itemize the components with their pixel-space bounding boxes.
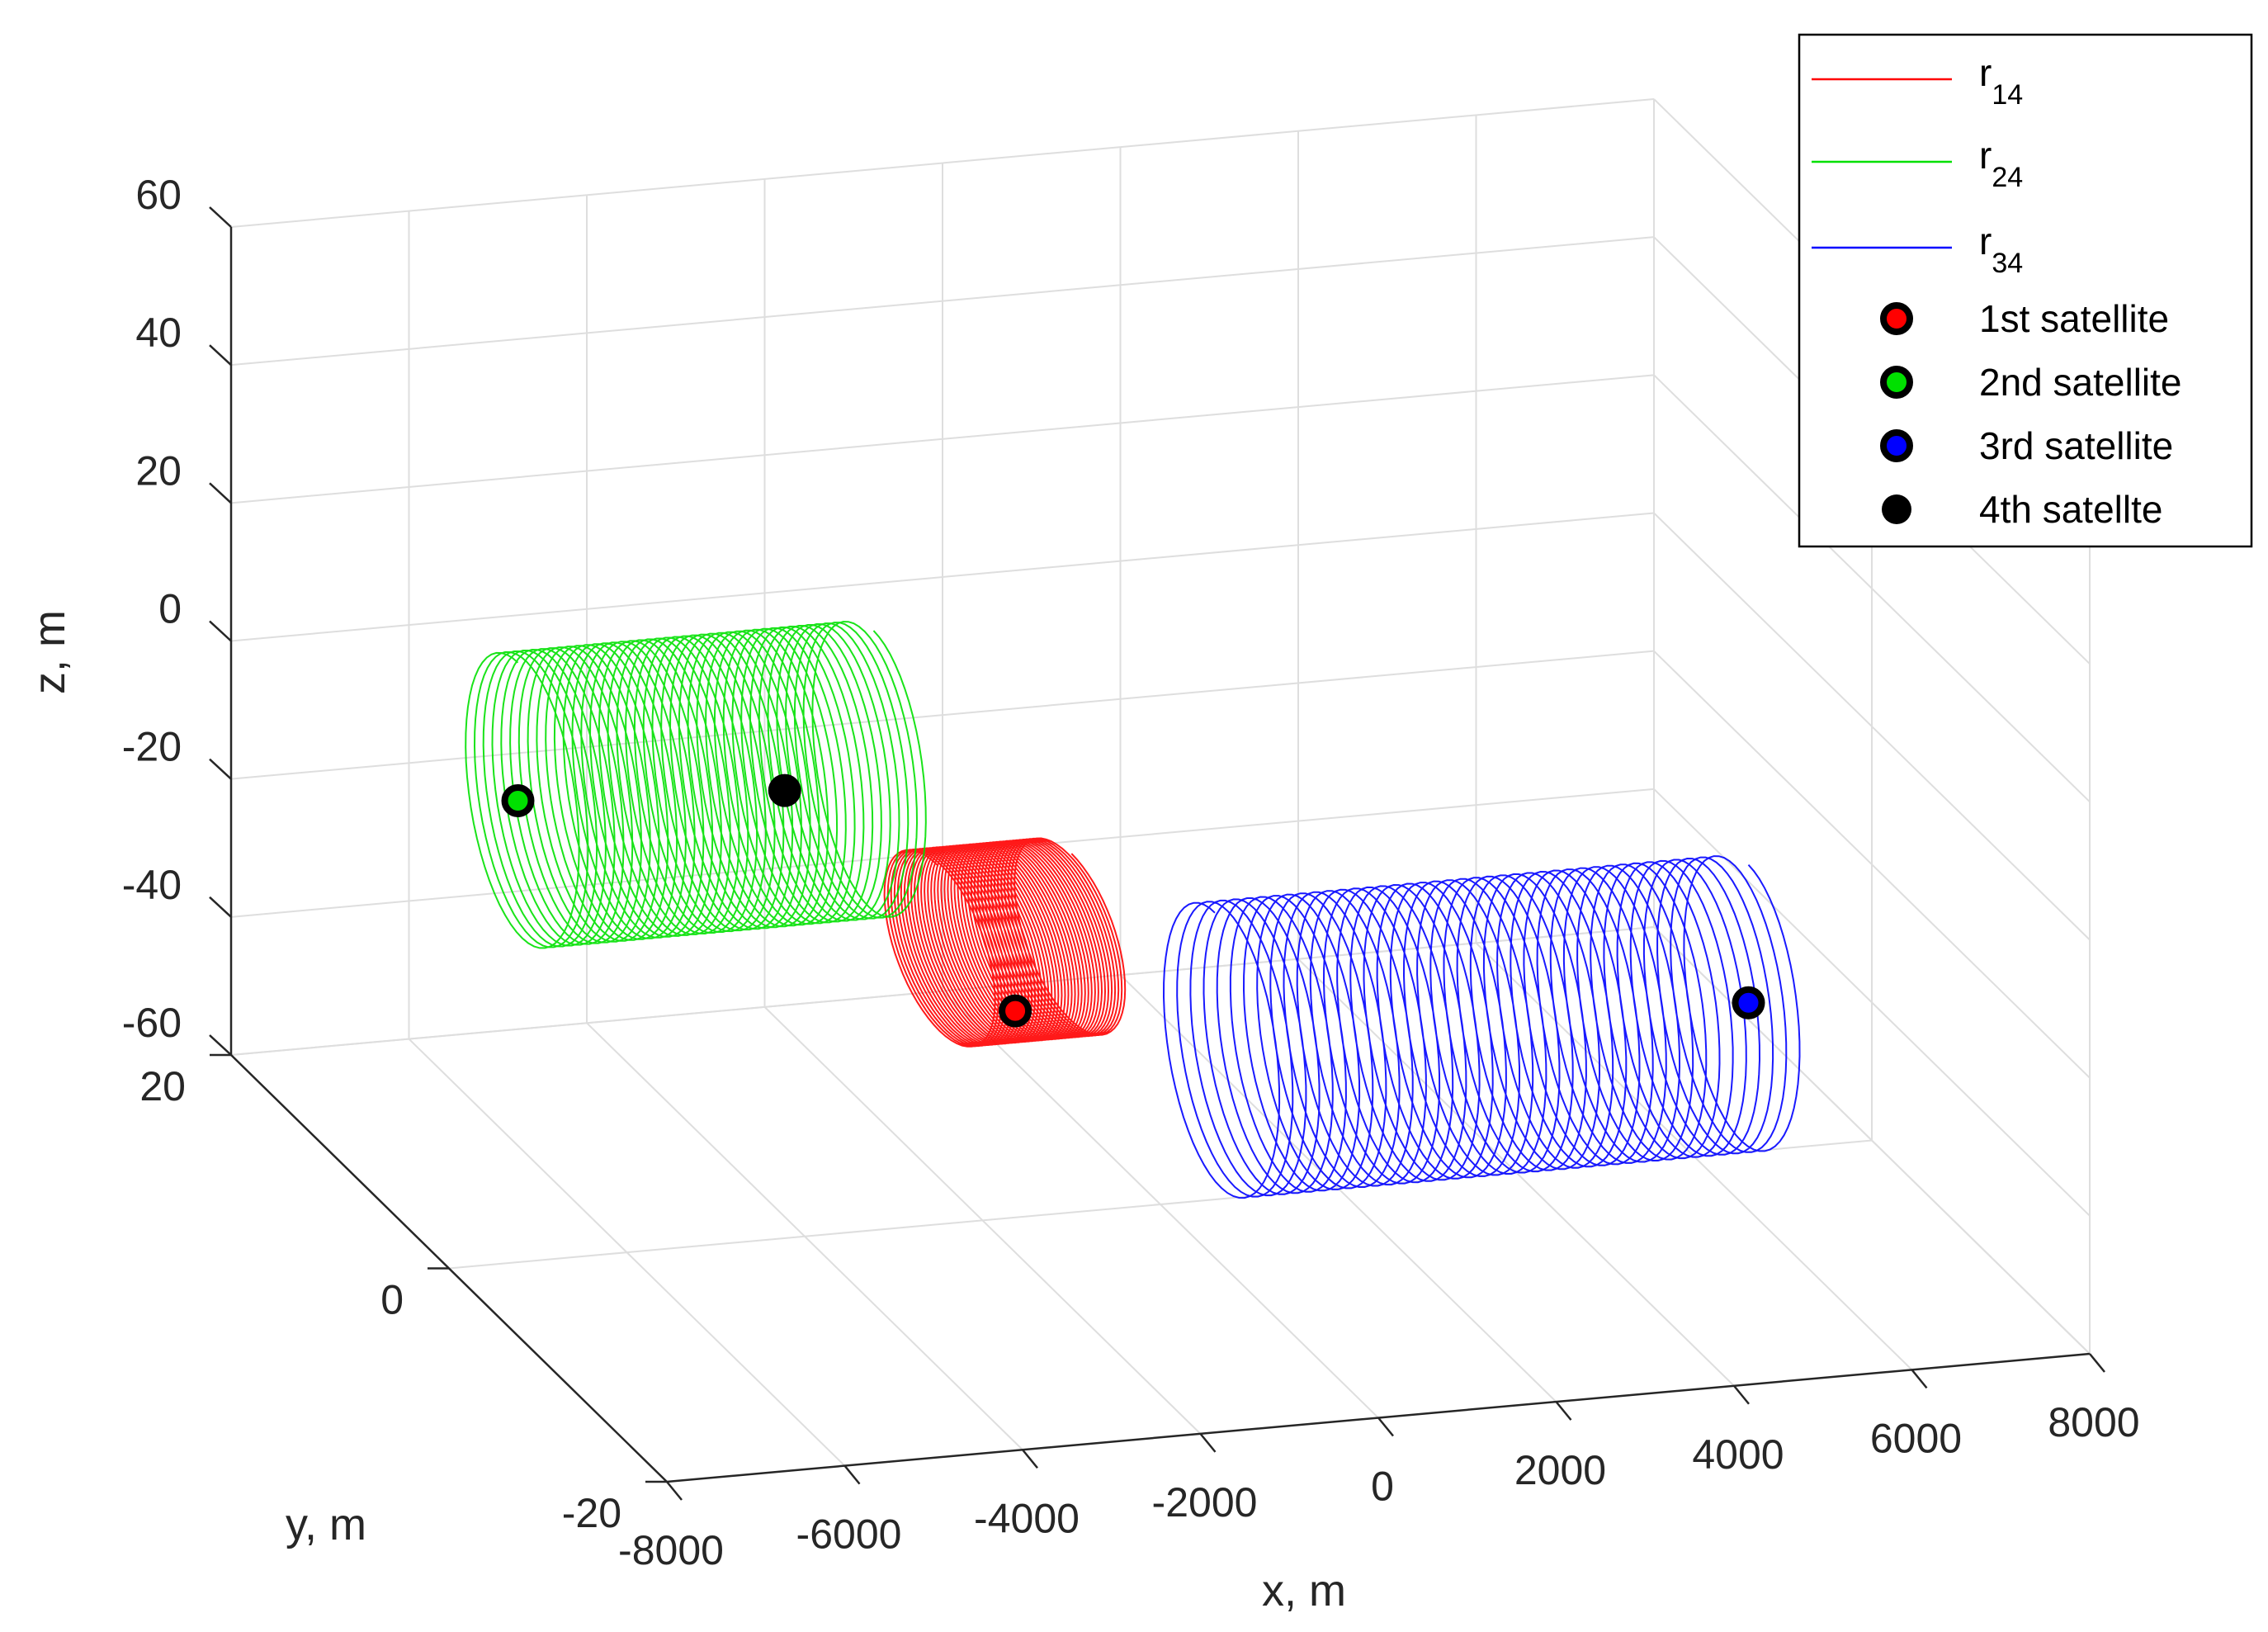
y-tick-label: -20 [562, 1490, 621, 1536]
x-tick-label: 2000 [1514, 1447, 1606, 1493]
z-tick-label: 40 [135, 310, 182, 356]
back-wall-gridline-z [230, 788, 1655, 918]
legend-label-3rd-satellite: 3rd satellite [1979, 424, 2173, 467]
y-tick-label: 0 [380, 1277, 404, 1323]
z-tick-label: 0 [158, 586, 182, 632]
x-tick-label: -2000 [1152, 1479, 1258, 1526]
z-tick-label: 20 [135, 447, 182, 494]
legend-marker-2nd-satellite [1880, 366, 1913, 399]
legend-box [1798, 33, 2253, 548]
z-tick-mark [209, 620, 232, 642]
back-wall-gridline-z [230, 98, 1655, 228]
side-wall-gridline-z [1653, 512, 2091, 941]
series-line-r24 [465, 621, 927, 949]
tick-label-layer: -8000 -6000 -4000 -2000 0 2000 4000 6000 8000-20… [122, 172, 2140, 1573]
z-tick-label: -40 [122, 862, 182, 908]
legend-label-4th-satellte: 4th satellte [1979, 488, 2162, 531]
x-tick-label: 6000 [1870, 1415, 1962, 1461]
back-wall-gridline-z [230, 512, 1655, 642]
series-line-r34 [1162, 855, 1801, 1199]
legend-label-r34: r34 [1979, 220, 2023, 279]
x-tick-label: 8000 [2048, 1399, 2139, 1445]
x-tick-label: -8000 [618, 1527, 724, 1573]
x-tick-label: 0 [1371, 1464, 1394, 1510]
x-tick-mark [843, 1464, 861, 1485]
z-tick-mark [209, 896, 232, 918]
y-tick-label: 20 [139, 1063, 186, 1109]
z-tick-mark [209, 344, 232, 367]
z-tick-label: 60 [135, 172, 182, 218]
x-axis-label: x, m [1262, 1566, 1346, 1615]
series-line-r14 [883, 837, 1127, 1048]
axes-layer [209, 206, 2105, 1501]
z-tick-mark [209, 758, 232, 780]
x-tick-label: -4000 [974, 1495, 1080, 1541]
legend-label-1st-satellite: 1st satellite [1979, 297, 2169, 340]
legend: r14 r24 r34 1st satellite 2nd satellite … [1798, 33, 2253, 548]
x-tick-mark [2089, 1353, 2105, 1373]
back-wall-gridline-z [230, 374, 1655, 504]
marker-3rd-satellite [1732, 986, 1765, 1019]
x-tick-mark [1022, 1449, 1038, 1469]
marker-1st-satellite [999, 994, 1032, 1028]
z-tick-mark [209, 1034, 232, 1056]
series-layer [465, 621, 1801, 1199]
floor-gridline-y [448, 1139, 1873, 1270]
legend-marker-1st-satellite [1880, 302, 1913, 335]
side-wall-gridline-z [1653, 650, 2091, 1079]
legend-label-2nd-satellite: 2nd satellite [1979, 361, 2182, 404]
y-axis-label: y, m [286, 1500, 366, 1549]
back-wall-gridline-z [230, 236, 1655, 367]
x-tick-mark [1555, 1401, 1572, 1421]
x-tick-label: 4000 [1692, 1431, 1784, 1478]
legend-label-r14: r14 [1979, 51, 2023, 111]
x-tick-mark [666, 1481, 683, 1501]
x-tick-mark [1911, 1369, 1928, 1389]
z-tick-mark [209, 206, 232, 228]
x-tick-mark [1733, 1384, 1750, 1405]
z-tick-label: -60 [122, 1000, 182, 1046]
x-tick-label: -6000 [796, 1511, 902, 1558]
x-tick-mark [1377, 1417, 1394, 1437]
back-wall-gridline-z [230, 650, 1655, 780]
marker-layer [501, 773, 1765, 1028]
marker-4th-satellte [768, 773, 801, 807]
side-wall-gridline-z [1653, 926, 2091, 1355]
z-tick-label: -20 [122, 724, 182, 770]
legend-label-r24: r24 [1979, 134, 2023, 193]
side-wall-gridline-z [1653, 374, 2091, 803]
z-axis-label: z, m [25, 610, 74, 694]
marker-2nd-satellite [501, 783, 535, 817]
x-tick-mark [1199, 1433, 1217, 1453]
legend-marker-3rd-satellite [1880, 429, 1913, 462]
z-tick-mark [209, 482, 232, 504]
legend-marker-4th-satellte [1882, 494, 1911, 524]
